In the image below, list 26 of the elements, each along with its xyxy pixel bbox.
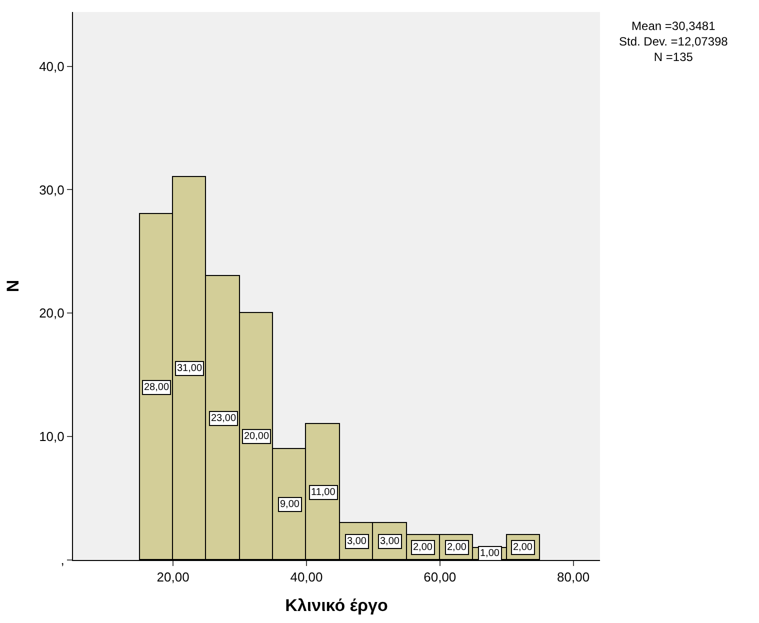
text: Std. Dev. =12,07398 <box>619 34 728 49</box>
y-tick-label: 10,0 <box>39 429 64 444</box>
data-label: 2,00 <box>447 542 467 553</box>
data-label: 3,00 <box>380 536 400 547</box>
data-label: 31,00 <box>177 363 202 374</box>
data-label: 3,00 <box>347 536 367 547</box>
x-tick-label: 40,00 <box>290 570 323 585</box>
data-label: 20,00 <box>244 431 270 442</box>
y-tick-label: , <box>60 552 64 568</box>
data-label: 23,00 <box>211 413 236 424</box>
data-label: 2,00 <box>413 542 433 553</box>
data-label: 1,00 <box>480 548 500 559</box>
data-label: 11,00 <box>311 487 336 498</box>
text: N =135 <box>654 50 694 64</box>
data-label: 2,00 <box>513 542 533 553</box>
y-tick-label: 30,0 <box>39 182 64 198</box>
x-tick-label: 80,00 <box>557 570 590 585</box>
text: Mean =30,3481 <box>632 19 716 33</box>
y-axis-title: N <box>4 280 23 292</box>
x-tick-label: 60,00 <box>424 570 456 585</box>
x-axis-title: Κλινικό έργο <box>285 596 388 615</box>
data-label: 9,00 <box>280 499 300 510</box>
data-label: 28,00 <box>144 382 170 393</box>
x-tick-label: 20,00 <box>156 570 190 585</box>
y-tick-label: 40,0 <box>39 58 64 74</box>
y-tick-label: 20,0 <box>39 306 64 321</box>
